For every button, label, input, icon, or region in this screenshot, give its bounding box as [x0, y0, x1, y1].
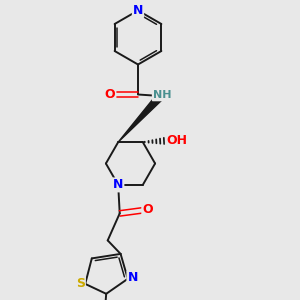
- Text: S: S: [76, 278, 85, 290]
- Text: OH: OH: [166, 134, 187, 147]
- Text: N: N: [133, 4, 143, 17]
- Text: N: N: [128, 272, 138, 284]
- Text: O: O: [105, 88, 116, 101]
- Polygon shape: [118, 93, 164, 142]
- Text: O: O: [142, 203, 153, 216]
- Text: NH: NH: [153, 90, 171, 100]
- Text: N: N: [113, 178, 123, 191]
